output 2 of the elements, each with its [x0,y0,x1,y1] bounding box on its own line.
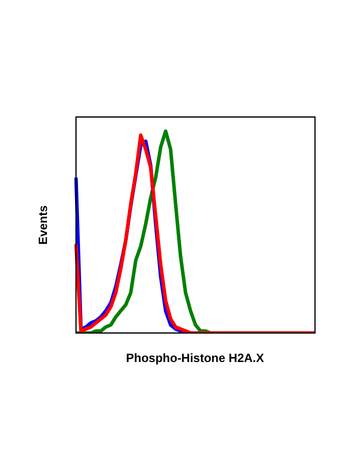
x-axis-title: Phospho-Histone H2A.X [124,351,265,365]
y-axis-title: Events [36,205,50,245]
